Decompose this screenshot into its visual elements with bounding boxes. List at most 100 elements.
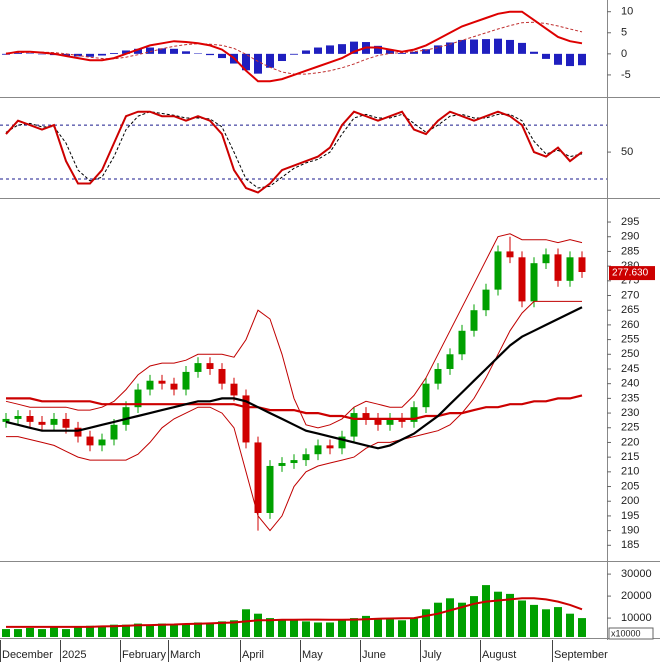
y-tick-label: 250: [621, 348, 639, 360]
histogram-bar: [482, 39, 490, 54]
price-tag: [609, 266, 655, 281]
candle-body: [470, 310, 478, 331]
y-tick-label: 205: [621, 480, 639, 492]
histogram-bar: [158, 48, 166, 54]
volume-bar: [470, 596, 478, 637]
y-tick-label: 270: [621, 289, 639, 301]
volume-bar: [302, 621, 310, 637]
histogram-bar: [446, 42, 454, 54]
volume-bar: [110, 624, 118, 637]
volume-bar: [518, 600, 526, 637]
y-tick-label: 10: [621, 6, 633, 18]
histogram-bar: [266, 53, 274, 68]
candle-body: [218, 368, 226, 384]
histogram-bar: [542, 53, 550, 59]
histogram-bar: [302, 50, 310, 54]
y-tick-label: 220: [621, 436, 639, 448]
candle-body: [566, 257, 574, 281]
volume-bar: [170, 624, 178, 637]
indicator-line: [5, 233, 583, 429]
histogram-bar: [14, 53, 22, 54]
histogram-bar: [434, 45, 442, 54]
candle-body: [26, 416, 34, 422]
candle-body: [338, 436, 346, 449]
histogram-bar: [290, 53, 298, 55]
panel-frames: [0, 0, 660, 640]
volume-bar: [446, 598, 454, 637]
price-tag-label: 277.630: [612, 268, 649, 279]
y-tick-label: 295: [621, 216, 639, 228]
histogram-bar: [554, 53, 562, 65]
volume-bar: [386, 619, 394, 637]
volume-bar: [242, 609, 250, 637]
histogram-bar: [422, 49, 430, 54]
candle-body: [2, 418, 10, 422]
histogram-bar: [182, 51, 190, 54]
volume-bar: [338, 620, 346, 637]
candle-body: [278, 463, 286, 466]
histogram-bar: [62, 53, 70, 56]
y-tick-label: 285: [621, 245, 639, 257]
indicator-line: [5, 111, 583, 189]
candle-body: [542, 254, 550, 264]
y-tick-label: 195: [621, 510, 639, 522]
histogram-bar: [410, 51, 418, 54]
indicator-line: [5, 10, 583, 83]
histogram-bar: [338, 44, 346, 54]
volume-bar: [326, 622, 334, 637]
candle-body: [74, 427, 82, 437]
candle-body: [362, 413, 370, 419]
candle-body: [194, 363, 202, 372]
candle-body: [458, 330, 466, 355]
volume-bar: [206, 622, 214, 637]
indicator-line: [6, 597, 583, 628]
y-tick-label: 260: [621, 319, 639, 331]
volume-bar: [134, 623, 142, 637]
y-tick-label: 30000: [621, 568, 652, 580]
candle-body: [146, 380, 154, 390]
histogram-bar: [86, 53, 94, 57]
x-tick-label: August: [482, 649, 516, 661]
volume-bar: [146, 624, 154, 637]
volume-bar: [458, 602, 466, 637]
volume-bar: [434, 602, 442, 637]
y-tick-label: 210: [621, 466, 639, 478]
volume-bar: [554, 607, 562, 637]
candle-body: [410, 407, 418, 422]
histogram-bar: [134, 48, 142, 54]
candle-body: [326, 445, 334, 449]
volume-bar: [158, 623, 166, 637]
candle-body: [206, 363, 214, 369]
volume-bar: [566, 613, 574, 637]
y-tick-label: 245: [621, 363, 639, 375]
y-tick-label: 50: [621, 146, 633, 158]
y-tick-label: 215: [621, 451, 639, 463]
y-tick-label: 230: [621, 407, 639, 419]
indicator-line: [5, 306, 583, 450]
candle-body: [182, 371, 190, 390]
volume-bar: [14, 629, 22, 637]
x-tick-label: September: [554, 649, 608, 661]
candle-body: [350, 413, 358, 437]
volume-bar: [506, 593, 514, 637]
candle-body: [482, 289, 490, 311]
candle-body: [242, 395, 250, 443]
histogram-bar: [98, 53, 106, 56]
candle-body: [122, 407, 130, 425]
histogram-bar: [470, 39, 478, 54]
histogram-bar: [38, 53, 46, 55]
histogram-bar: [122, 50, 130, 54]
candle-body: [386, 418, 394, 425]
volume-bar: [398, 620, 406, 637]
volume-bar: [410, 618, 418, 637]
volume-bar: [122, 624, 130, 637]
candle-body: [170, 383, 178, 390]
x-tick-label: March: [170, 649, 201, 661]
volume-bar: [290, 620, 298, 637]
x-tick-label: June: [362, 649, 386, 661]
histogram-bar: [2, 53, 10, 55]
candle-body: [266, 465, 274, 513]
histogram-bar: [566, 53, 574, 67]
x-tick-label: December: [2, 649, 53, 661]
y-tick-label: 185: [621, 539, 639, 551]
